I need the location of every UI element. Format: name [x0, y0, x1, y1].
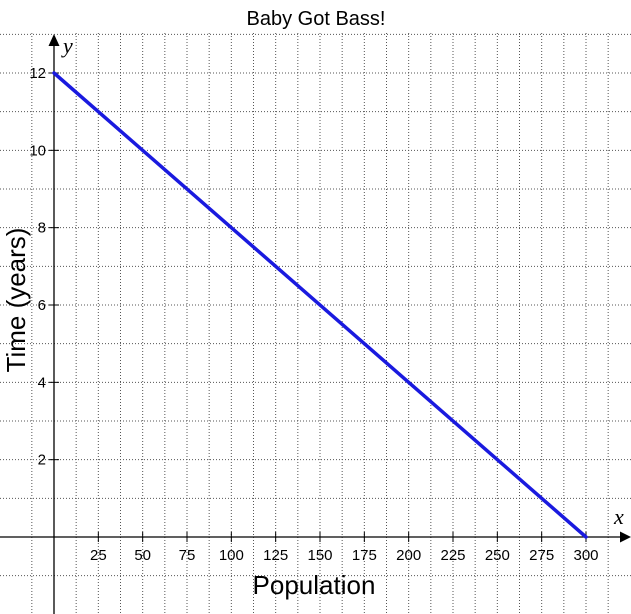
y-tick-label: 8: [38, 220, 46, 237]
y-axis-arrow-icon: [48, 34, 60, 46]
x-tick-label: 300: [573, 547, 598, 564]
x-tick-label: 225: [440, 547, 465, 564]
x-tick-labels: 25 50 75 100 125 150 175 200 225 250 275 300: [90, 547, 599, 564]
y-tick-labels: 2 4 6 8 10 12: [29, 65, 46, 469]
x-tick-label: 275: [529, 547, 554, 564]
axes: [0, 34, 631, 614]
x-axis-title: Population: [253, 570, 376, 600]
x-tick-label: 75: [179, 547, 196, 564]
chart-title: Baby Got Bass!: [247, 8, 386, 30]
x-tick-label: 150: [307, 547, 332, 564]
y-tick-label: 2: [38, 452, 46, 469]
y-tick-label: 12: [29, 65, 46, 82]
x-axis-arrow-icon: [620, 531, 631, 543]
x-tick-label: 250: [485, 547, 510, 564]
x-tick-label: 100: [219, 547, 244, 564]
y-axis-title: Time (years): [1, 228, 31, 373]
x-tick-label: 50: [134, 547, 151, 564]
series-line: [52, 71, 588, 539]
y-tick-label: 10: [29, 142, 46, 159]
x-tick-label: 25: [90, 547, 107, 564]
x-axis-variable: x: [613, 504, 624, 529]
x-tick-label: 200: [396, 547, 421, 564]
y-tick-label: 4: [38, 374, 46, 391]
x-tick-label: 125: [263, 547, 288, 564]
y-axis-variable: y: [61, 33, 73, 58]
series-group: [52, 71, 588, 539]
grid: [0, 33, 631, 614]
x-tick-label: 175: [352, 547, 377, 564]
y-tick-label: 6: [38, 297, 46, 314]
